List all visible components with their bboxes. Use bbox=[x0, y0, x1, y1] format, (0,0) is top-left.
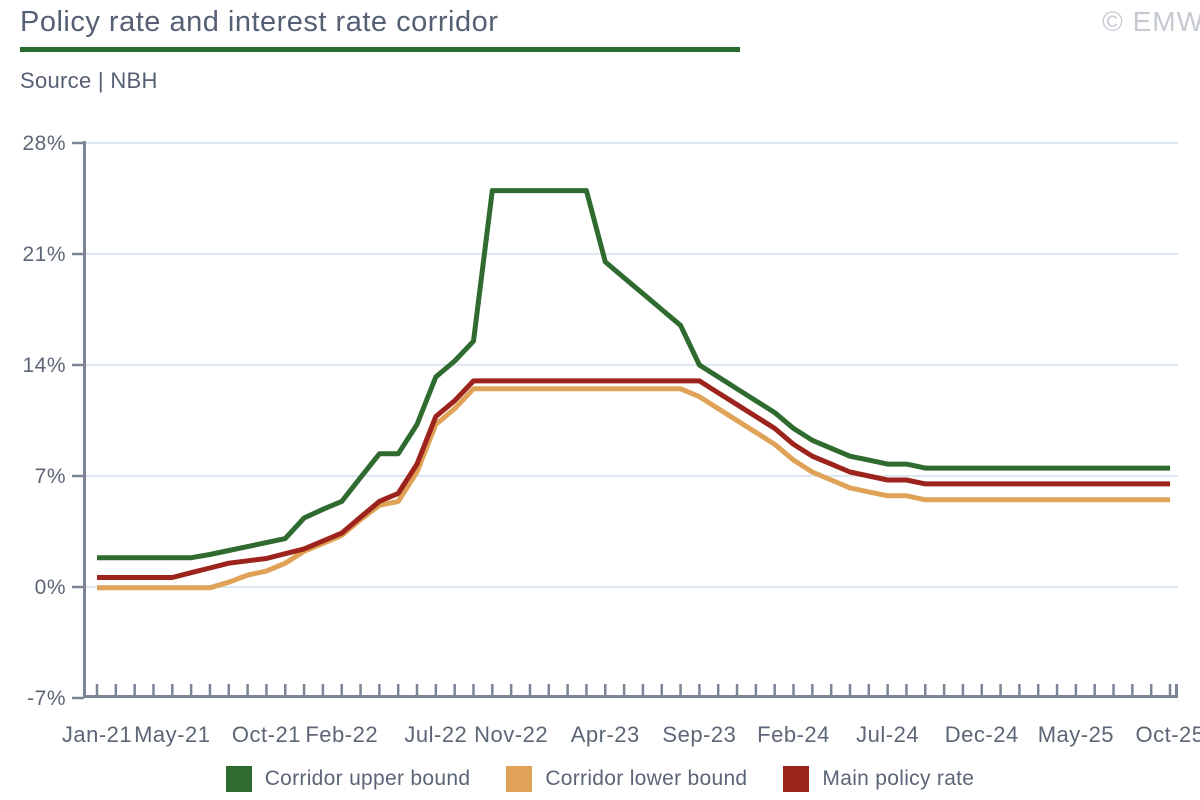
x-axis-label: May-21 bbox=[134, 722, 210, 747]
x-axis-label: Oct-25 bbox=[1135, 722, 1200, 747]
legend-label: Main policy rate bbox=[822, 767, 975, 790]
x-axis-label: Feb-24 bbox=[757, 722, 830, 747]
x-axis-label: Sep-23 bbox=[662, 722, 736, 747]
legend-label: Corridor lower bound bbox=[545, 767, 748, 790]
x-axis-label: Jan-21 bbox=[62, 722, 132, 747]
legend-swatch-icon bbox=[225, 766, 252, 792]
chart-legend: Corridor upper bound Corridor lower bound… bbox=[0, 766, 1200, 792]
x-axis-label: Nov-22 bbox=[474, 722, 548, 747]
title-underline bbox=[20, 47, 740, 52]
legend-item-corridor-lower-bound: Corridor lower bound bbox=[506, 766, 747, 792]
legend-swatch-icon bbox=[506, 766, 533, 792]
y-axis-label: -7% bbox=[27, 687, 66, 710]
x-axis-label: Jul-22 bbox=[404, 722, 467, 747]
y-axis-label: 28% bbox=[22, 132, 66, 155]
series-line-corridor-upper-bound bbox=[97, 188, 1170, 561]
x-axis-label: May-25 bbox=[1038, 722, 1114, 747]
x-axis-label: Apr-23 bbox=[571, 722, 640, 747]
y-axis-label: 7% bbox=[35, 465, 66, 488]
y-axis-label: 0% bbox=[35, 576, 66, 599]
source-label: Source | NBH bbox=[20, 68, 158, 93]
x-axis-label: Jul-24 bbox=[856, 722, 919, 747]
legend-item-main-policy-rate: Main policy rate bbox=[783, 766, 974, 792]
y-axis-label: 21% bbox=[22, 243, 66, 266]
legend-swatch-icon bbox=[783, 766, 810, 792]
x-axis-label: Oct-21 bbox=[232, 722, 301, 747]
y-axis-label: 14% bbox=[22, 354, 66, 377]
legend-item-corridor-upper-bound: Corridor upper bound bbox=[225, 766, 471, 792]
watermark-text: © EMW bbox=[1102, 6, 1200, 37]
page-title: Policy rate and interest rate corridor bbox=[20, 6, 499, 38]
x-axis-label: Feb-22 bbox=[305, 722, 378, 747]
legend-label: Corridor upper bound bbox=[264, 767, 471, 790]
x-axis-label: Dec-24 bbox=[945, 722, 1019, 747]
series-line-corridor-lower-bound bbox=[97, 386, 1170, 591]
series-line-main-policy-rate bbox=[97, 378, 1170, 580]
